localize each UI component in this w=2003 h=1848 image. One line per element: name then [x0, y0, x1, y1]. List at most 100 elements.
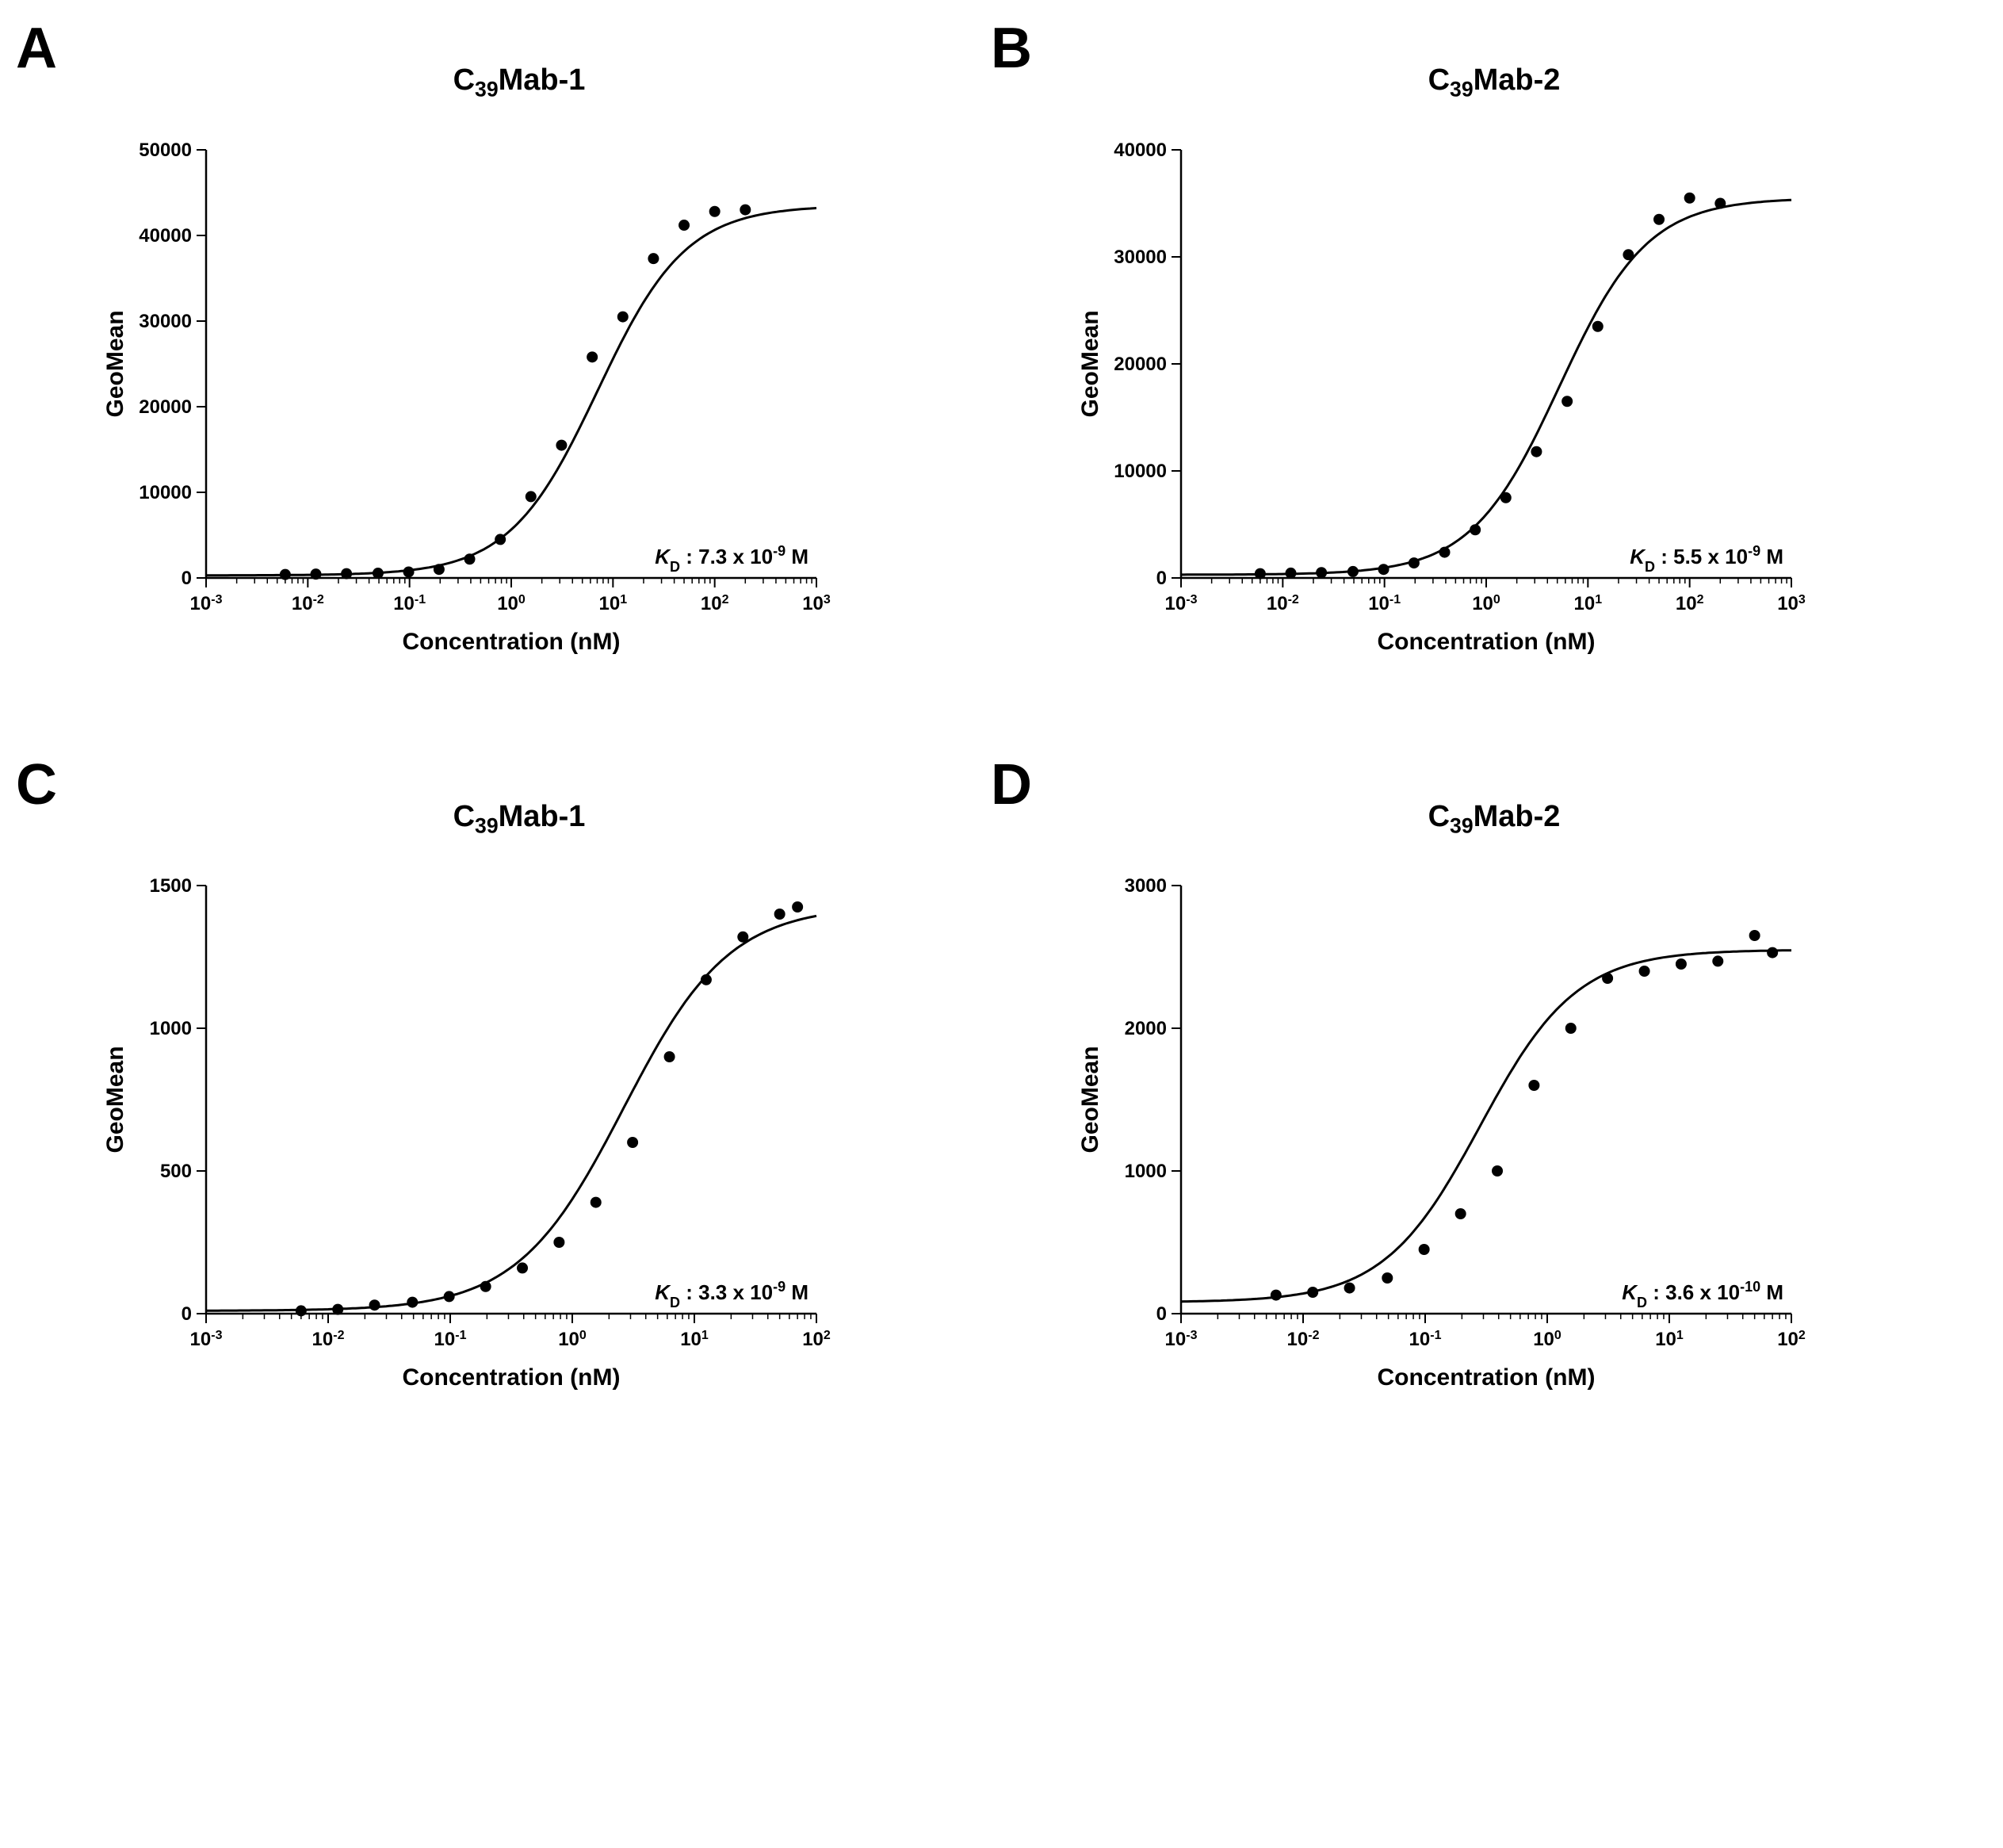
data-point	[369, 1299, 380, 1310]
data-point	[701, 974, 712, 985]
data-point	[296, 1306, 307, 1317]
data-point	[1316, 567, 1327, 578]
data-point	[1653, 213, 1665, 224]
y-tick-label: 20000	[1114, 354, 1167, 375]
data-point	[403, 566, 415, 577]
data-point	[1531, 446, 1542, 457]
y-tick-label: 0	[182, 1303, 192, 1325]
data-point	[517, 1263, 528, 1274]
chart-wrap: C39Mab-110-310-210-110010110210301000020…	[32, 32, 959, 705]
data-point	[332, 1304, 343, 1315]
data-point	[774, 909, 786, 920]
data-point	[1470, 524, 1481, 535]
y-tick-label: 2000	[1125, 1018, 1167, 1039]
data-point	[526, 491, 537, 502]
data-point	[1749, 930, 1760, 941]
data-point	[1767, 947, 1778, 958]
data-point	[737, 932, 748, 943]
data-point	[1492, 1165, 1503, 1177]
y-axis-label: GeoMean	[1077, 1046, 1103, 1154]
data-point	[587, 351, 598, 362]
data-point	[1378, 564, 1389, 575]
panel-letter: B	[991, 16, 1032, 81]
data-point	[709, 205, 721, 216]
data-point	[1714, 197, 1726, 209]
y-tick-label: 10000	[139, 482, 192, 503]
y-tick-label: 40000	[1114, 140, 1167, 161]
data-point	[1602, 973, 1613, 984]
y-tick-label: 0	[1156, 1303, 1167, 1325]
panel-A: AC39Mab-110-310-210-11001011021030100002…	[32, 32, 959, 705]
data-point	[1712, 956, 1723, 967]
y-tick-label: 500	[160, 1161, 192, 1182]
data-point	[1382, 1272, 1393, 1284]
y-tick-label: 1000	[150, 1018, 192, 1039]
chart-svg: 10-310-210-11001011021030100002000030000…	[1070, 118, 1823, 689]
y-tick-label: 0	[1156, 568, 1167, 589]
data-point	[617, 311, 629, 322]
data-point	[1684, 192, 1695, 203]
data-point	[1409, 557, 1420, 568]
chart-wrap: C39Mab-110-310-210-110010110205001000150…	[32, 768, 959, 1441]
panel-letter: C	[16, 752, 57, 817]
data-point	[407, 1297, 418, 1308]
panel-D: DC39Mab-210-310-210-11001011020100020003…	[1007, 768, 1934, 1441]
data-point	[1347, 565, 1359, 576]
data-point	[1565, 1023, 1577, 1034]
data-point	[1639, 966, 1650, 977]
x-axis-label: Concentration (nM)	[1378, 629, 1596, 655]
data-point	[553, 1237, 564, 1248]
panel-B: BC39Mab-210-310-210-11001011021030100002…	[1007, 32, 1934, 705]
y-tick-label: 10000	[1114, 461, 1167, 482]
y-axis-label: GeoMean	[102, 310, 128, 417]
data-point	[1271, 1290, 1282, 1301]
data-point	[480, 1281, 491, 1292]
chart-wrap: C39Mab-210-310-210-110010110201000200030…	[1007, 768, 1934, 1441]
data-point	[1528, 1080, 1539, 1091]
chart-title: C39Mab-1	[95, 800, 943, 839]
y-tick-label: 0	[182, 568, 192, 589]
data-point	[310, 568, 321, 580]
x-axis-label: Concentration (nM)	[403, 1364, 621, 1391]
x-axis-label: Concentration (nM)	[1378, 1364, 1596, 1391]
data-point	[1285, 568, 1296, 579]
data-point	[792, 901, 803, 913]
y-tick-label: 50000	[139, 140, 192, 161]
y-tick-label: 3000	[1125, 875, 1167, 897]
y-tick-label: 30000	[1114, 247, 1167, 268]
data-point	[648, 253, 659, 264]
y-axis-label: GeoMean	[102, 1046, 128, 1154]
data-point	[373, 568, 384, 579]
data-point	[1592, 320, 1604, 331]
data-point	[1307, 1287, 1318, 1298]
data-point	[1455, 1208, 1466, 1219]
data-point	[627, 1137, 638, 1148]
figure-grid: AC39Mab-110-310-210-11001011021030100002…	[32, 32, 1934, 1441]
data-point	[664, 1051, 675, 1062]
data-point	[341, 568, 352, 579]
data-point	[1255, 568, 1266, 579]
chart-svg: 10-310-210-11001011021030100002000030000…	[95, 118, 848, 689]
data-point	[591, 1197, 602, 1208]
data-point	[1676, 958, 1687, 970]
data-point	[1419, 1244, 1430, 1255]
data-point	[1439, 546, 1451, 557]
data-point	[280, 568, 291, 580]
data-point	[1561, 396, 1573, 407]
data-point	[434, 564, 445, 575]
data-point	[1344, 1283, 1355, 1294]
chart-wrap: C39Mab-210-310-210-110010110210301000020…	[1007, 32, 1934, 705]
panel-letter: A	[16, 16, 57, 81]
data-point	[556, 439, 567, 450]
data-point	[495, 534, 506, 545]
x-axis-label: Concentration (nM)	[403, 629, 621, 655]
y-tick-label: 20000	[139, 396, 192, 418]
data-point	[464, 553, 476, 564]
chart-title: C39Mab-2	[1070, 800, 1918, 839]
data-point	[678, 220, 690, 231]
chart-svg: 10-310-210-11001011020100020003000Concen…	[1070, 854, 1823, 1425]
y-tick-label: 30000	[139, 311, 192, 332]
y-tick-label: 1500	[150, 875, 192, 897]
panel-C: CC39Mab-110-310-210-11001011020500100015…	[32, 768, 959, 1441]
y-axis-label: GeoMean	[1077, 310, 1103, 417]
